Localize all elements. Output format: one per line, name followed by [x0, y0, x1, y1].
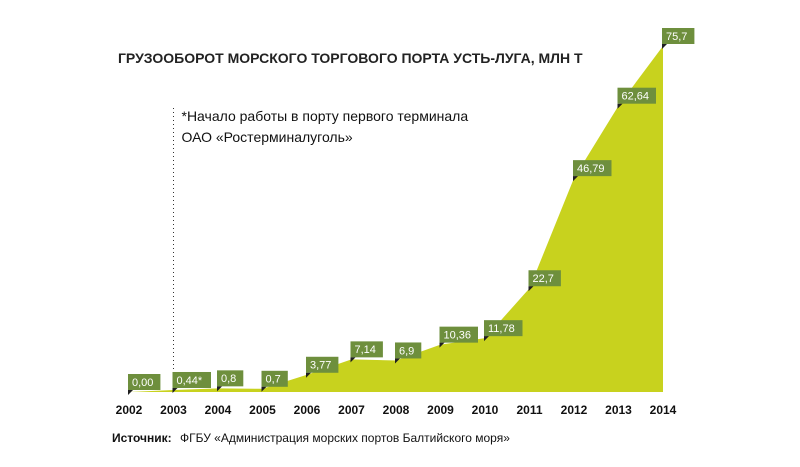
data-label-box-2003 — [172, 371, 211, 388]
x-tick-2008: 2008 — [383, 403, 410, 417]
data-label-2012: 46,79 — [573, 160, 612, 182]
annotation-text-line-2: ОАО «Ростерминалуголь» — [182, 129, 353, 145]
data-label-text-2002: 0,00 — [132, 377, 153, 389]
x-tick-2012: 2012 — [561, 403, 588, 417]
data-label-box-2014 — [662, 28, 695, 44]
data-label-2003: 0,44* — [172, 371, 211, 393]
x-tick-2013: 2013 — [605, 403, 632, 417]
source-label: Источник: — [112, 431, 172, 445]
data-label-2004: 0,8 — [217, 370, 244, 392]
source-text: ФГБУ «Администрация морских портов Балти… — [180, 431, 510, 445]
data-labels: 0,00 0,44* 0,8 0,7 3,77 7,14 6,9 10,36 11,78 22,7… — [128, 28, 695, 395]
data-label-pointer-2005 — [261, 386, 267, 392]
data-label-2006: 3,77 — [306, 356, 339, 378]
data-label-pointer-2006 — [306, 372, 311, 378]
data-label-text-2013: 62,64 — [622, 90, 650, 102]
data-label-text-2008: 6,9 — [399, 345, 414, 357]
data-label-pointer-2004 — [217, 386, 222, 392]
data-label-2009: 10,36 — [439, 326, 478, 348]
data-label-pointer-2008 — [395, 358, 400, 364]
x-tick-2009: 2009 — [427, 403, 454, 417]
x-tick-2014: 2014 — [650, 403, 677, 417]
data-label-pointer-2014 — [662, 44, 667, 49]
data-label-pointer-2011 — [528, 286, 534, 292]
data-label-box-2006 — [306, 356, 339, 373]
data-label-box-2007 — [350, 341, 383, 358]
x-tick-2003: 2003 — [160, 403, 187, 417]
x-tick-2005: 2005 — [249, 403, 276, 417]
data-label-text-2009: 10,36 — [444, 329, 472, 341]
data-label-box-2009 — [439, 326, 478, 343]
data-label-text-2003: 0,44* — [177, 375, 203, 387]
data-label-text-2007: 7,14 — [355, 344, 376, 356]
data-label-box-2013 — [617, 87, 656, 104]
data-label-text-2005: 0,7 — [266, 374, 281, 386]
data-label-box-2008 — [395, 342, 422, 359]
area-layer — [129, 46, 663, 392]
data-label-pointer-2003 — [172, 387, 178, 393]
data-label-box-2012 — [573, 160, 612, 177]
data-label-text-2011: 22,7 — [533, 273, 554, 285]
x-tick-2007: 2007 — [338, 403, 365, 417]
annotation-text-line-1: *Начало работы в порту первого терминала — [182, 108, 469, 124]
data-label-box-2011 — [528, 270, 561, 287]
x-tick-2011: 2011 — [516, 403, 542, 417]
area-series — [129, 46, 663, 392]
data-label-box-2004 — [217, 370, 244, 387]
data-label-2002: 0,00 — [128, 374, 161, 395]
x-tick-2010: 2010 — [472, 403, 499, 417]
data-label-2010: 11,78 — [484, 320, 523, 342]
data-label-box-2005 — [261, 370, 288, 387]
data-label-2005: 0,7 — [261, 370, 288, 392]
data-label-text-2014: 75,7 — [666, 31, 687, 43]
data-label-2014: 75,7 — [662, 28, 695, 49]
data-label-text-2004: 0,8 — [221, 373, 236, 385]
x-axis-ticks: 2002 2003 2004 2005 2006 2007 2008 2009 2010 2011… — [116, 403, 677, 417]
data-label-text-2006: 3,77 — [310, 360, 331, 372]
data-label-text-2010: 11,78 — [488, 323, 515, 335]
x-tick-2004: 2004 — [205, 403, 232, 417]
data-label-2007: 7,14 — [350, 341, 383, 363]
x-tick-2006: 2006 — [294, 403, 321, 417]
data-label-pointer-2013 — [617, 103, 623, 109]
data-label-pointer-2009 — [439, 342, 445, 348]
data-label-text-2012: 46,79 — [577, 163, 605, 175]
data-label-pointer-2002 — [128, 390, 133, 395]
data-label-2011: 22,7 — [528, 270, 561, 292]
data-label-box-2002 — [128, 374, 161, 390]
data-label-box-2010 — [484, 320, 523, 337]
data-label-pointer-2012 — [573, 176, 578, 182]
x-tick-2002: 2002 — [116, 403, 143, 417]
data-label-2008: 6,9 — [395, 342, 422, 364]
data-label-2013: 62,64 — [617, 87, 656, 109]
data-label-pointer-2007 — [350, 357, 356, 363]
data-label-pointer-2010 — [484, 336, 489, 342]
chart-title: ГРУЗООБОРОТ МОРСКОГО ТОРГОВОГО ПОРТА УСТ… — [118, 50, 583, 66]
